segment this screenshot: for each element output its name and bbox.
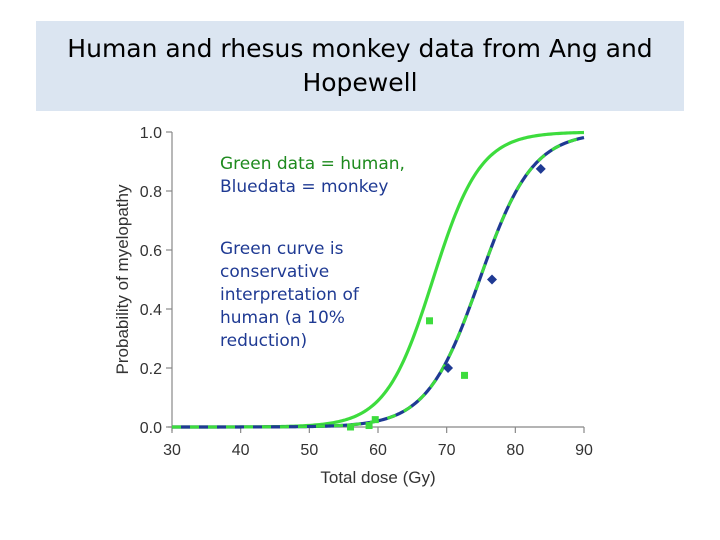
y-tick-label: 0.8: [140, 184, 162, 201]
y-tick-label: 0.4: [140, 302, 162, 319]
y-tick-label: 0.2: [140, 361, 162, 378]
chart-labels: 0.0 0.2 0.4 0.6 0.8 1.0 30 40 50 60 70 80 90 Total do…: [113, 125, 593, 487]
y-axis-label: Probability of myelopathy: [113, 184, 132, 374]
x-tick-label: 40: [232, 442, 250, 459]
x-axis-label: Total dose (Gy): [320, 468, 435, 487]
monkey-data-point: [486, 274, 497, 285]
human-data-point: [371, 416, 379, 424]
x-tick-label: 80: [506, 442, 524, 459]
x-tick-label: 60: [369, 442, 387, 459]
y-tick-label: 0.6: [140, 243, 162, 260]
annotation-human: Green data = human,: [220, 154, 405, 174]
y-tick-label: 1.0: [140, 125, 162, 142]
x-tick-label: 50: [300, 442, 318, 459]
chart-points: [347, 163, 546, 431]
slide-title-box: Human and rhesus monkey data from Ang an…: [36, 21, 684, 111]
x-tick-label: 90: [575, 442, 593, 459]
slide-title: Human and rhesus monkey data from Ang an…: [67, 34, 653, 97]
monkey-data-point: [535, 163, 546, 174]
annotation-curve: Green curve is conservative interpretati…: [220, 239, 359, 351]
human-data-point: [461, 371, 469, 379]
human-data-point: [365, 422, 373, 430]
x-tick-label: 70: [438, 442, 456, 459]
x-tick-label: 30: [163, 442, 181, 459]
monkey-data-point: [443, 363, 454, 373]
y-tick-label: 0.0: [140, 420, 162, 437]
human-data-point: [426, 317, 433, 325]
annotation-data-legend: Green data = human, Bluedata = monkey: [220, 153, 480, 199]
annotation-monkey: Bluedata = monkey: [220, 177, 389, 197]
human-data-point: [347, 423, 355, 431]
